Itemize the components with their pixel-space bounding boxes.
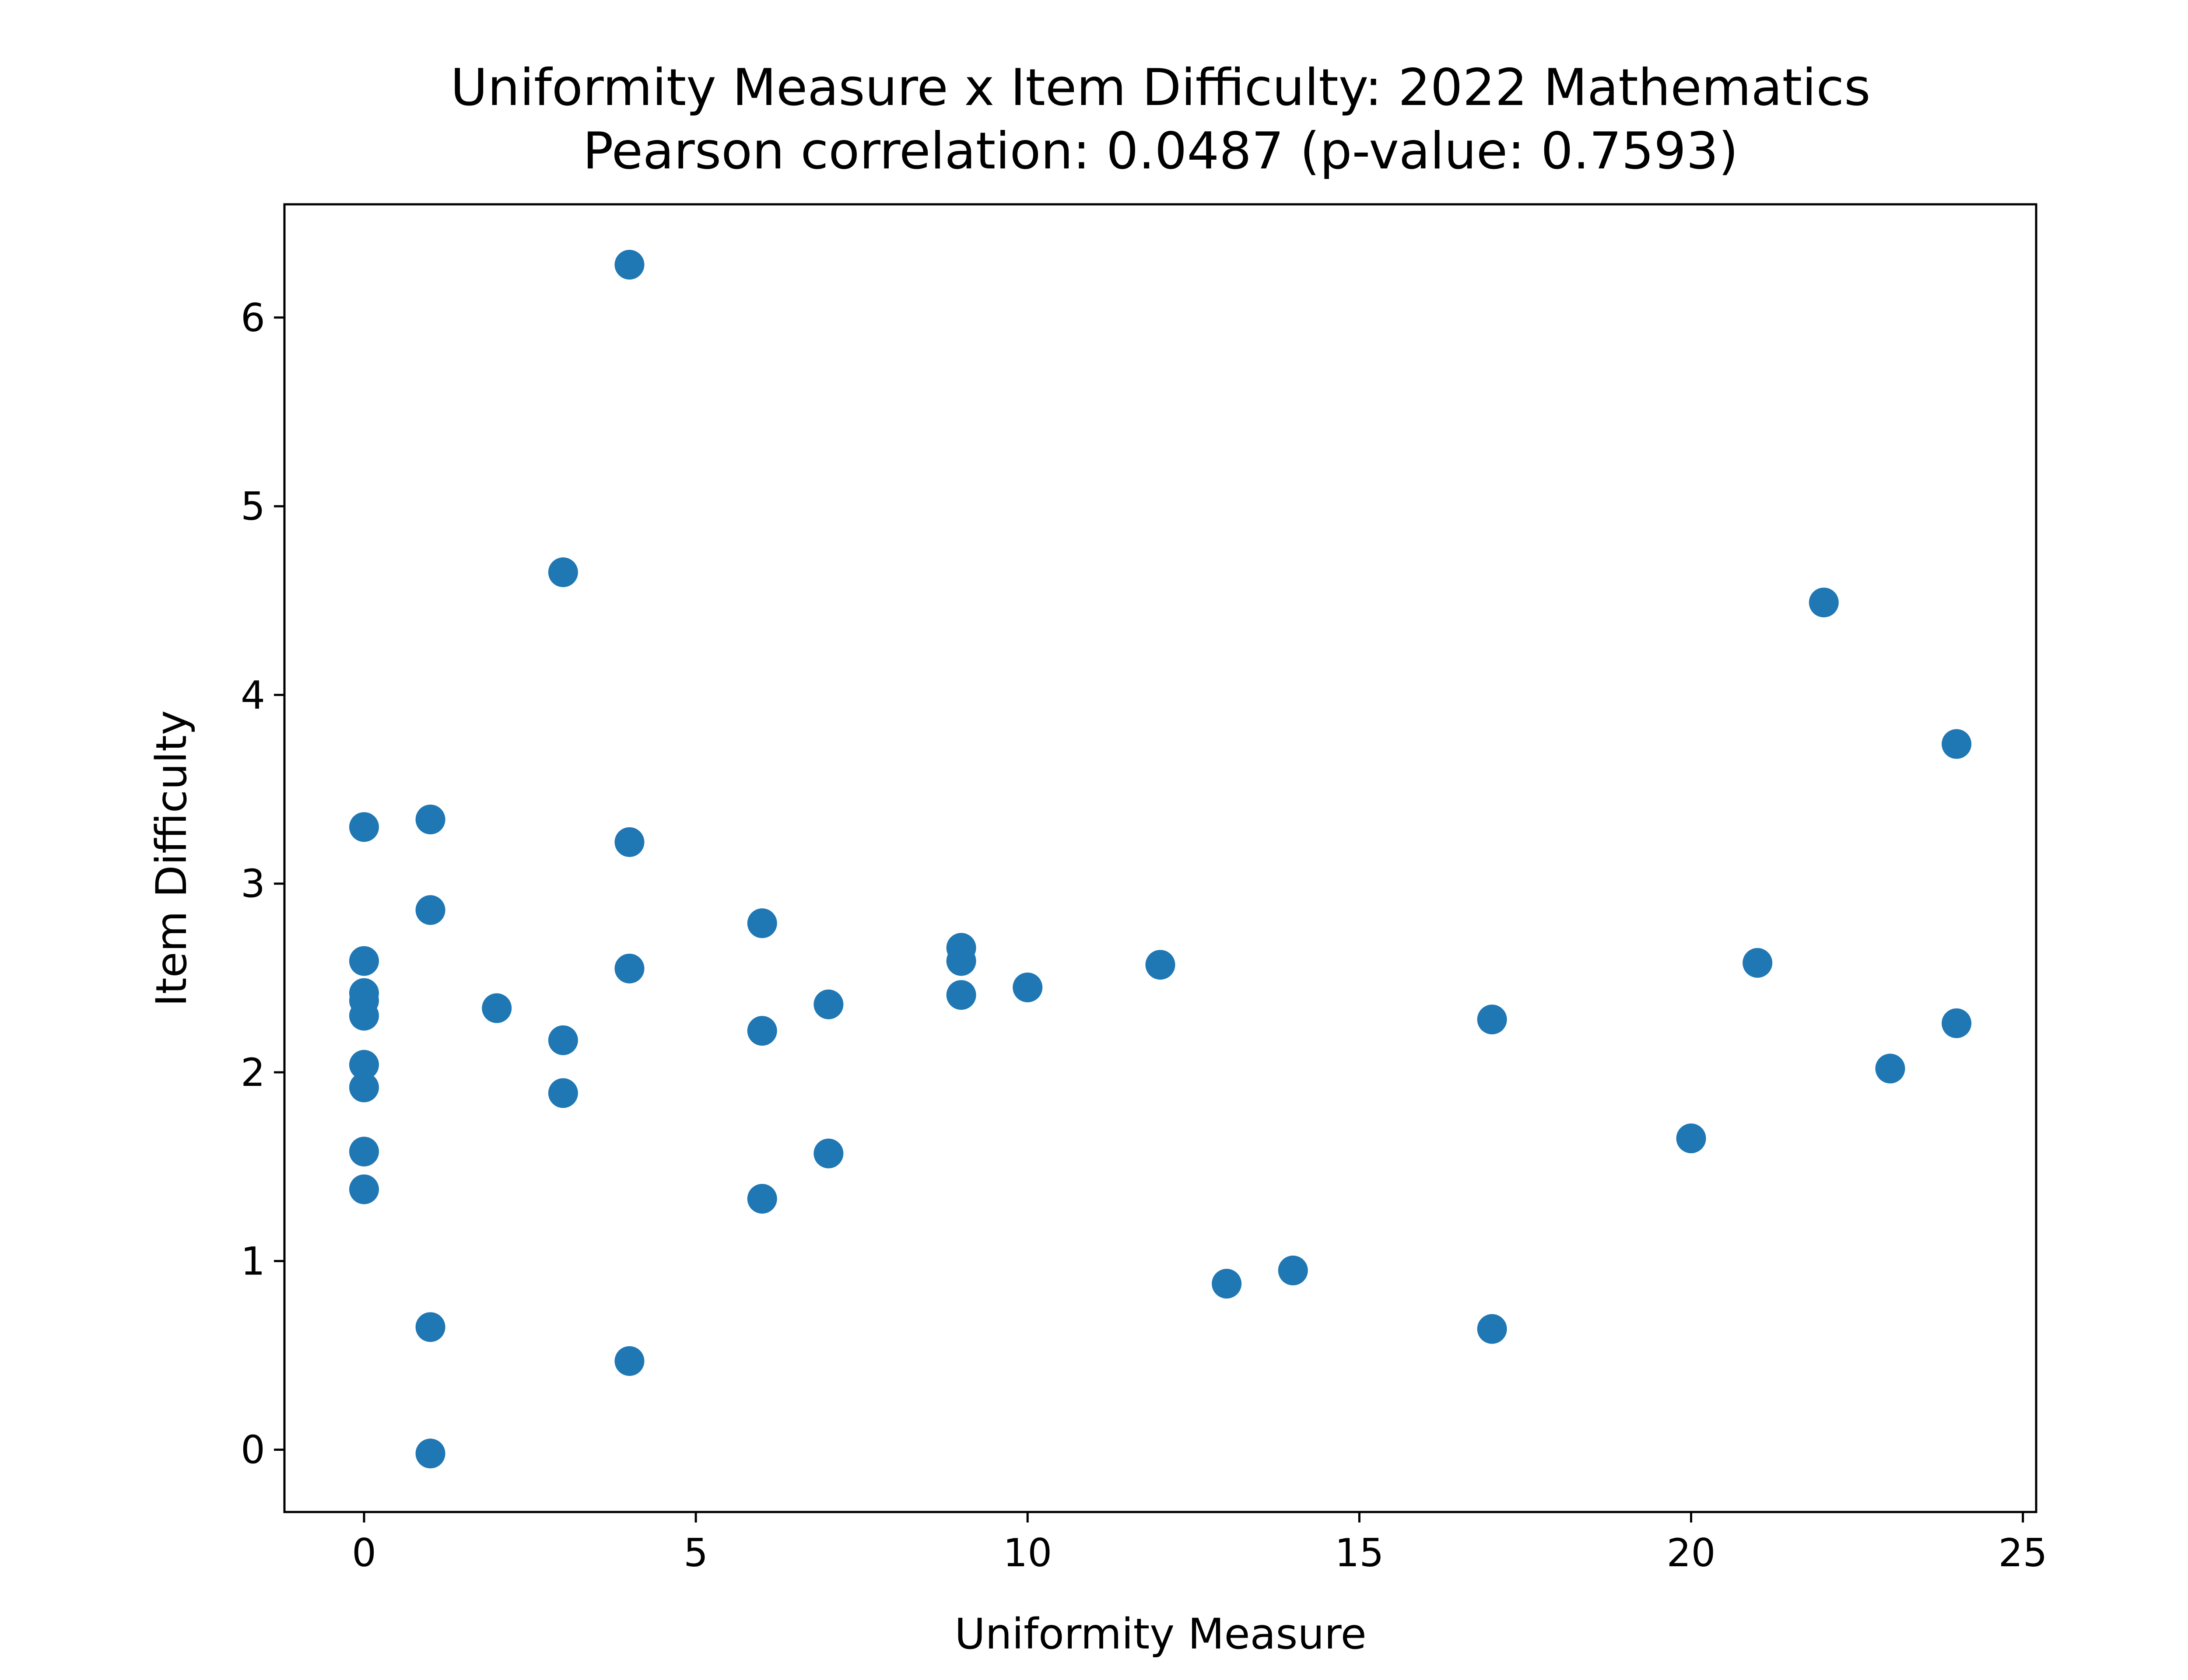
data-point-30 (1145, 950, 1175, 980)
data-point-0 (349, 812, 379, 842)
data-point-20 (614, 1346, 645, 1376)
data-point-39 (1942, 729, 1972, 759)
y-tick-label-6: 6 (241, 295, 265, 340)
data-point-13 (482, 993, 512, 1023)
x-tick-label-5: 5 (684, 1530, 708, 1575)
data-point-18 (614, 827, 645, 857)
data-point-14 (548, 557, 578, 588)
y-tick-label-0: 0 (241, 1428, 265, 1473)
data-point-11 (415, 1312, 445, 1342)
data-point-40 (1942, 1008, 1972, 1038)
data-point-4 (349, 1001, 379, 1031)
y-tick-label-4: 4 (241, 672, 265, 718)
x-axis-label: Uniformity Measure (954, 1610, 1366, 1659)
data-point-15 (548, 1025, 578, 1055)
data-point-24 (813, 989, 844, 1019)
data-point-37 (1809, 588, 1839, 618)
data-point-25 (813, 1138, 844, 1169)
chart-subtitle: Pearson correlation: 0.0487 (p-value: 0.… (583, 122, 1738, 181)
data-point-27 (946, 946, 976, 976)
x-axis-ticks: 0 5 10 15 20 25 (352, 1512, 2048, 1575)
x-tick-label-10: 10 (1003, 1530, 1052, 1575)
data-point-7 (349, 1137, 379, 1167)
chart-title: Uniformity Measure x Item Difficulty: 20… (450, 58, 1870, 117)
data-point-10 (415, 895, 445, 925)
data-point-33 (1477, 1004, 1507, 1035)
x-tick-label-0: 0 (352, 1530, 376, 1575)
y-axis-ticks: 0 1 2 3 4 5 6 (241, 295, 284, 1473)
data-point-6 (349, 1072, 379, 1102)
data-point-21 (747, 908, 777, 938)
data-point-28 (946, 980, 976, 1010)
data-point-34 (1477, 1314, 1507, 1344)
data-point-31 (1212, 1269, 1242, 1299)
plot-area-frame (283, 203, 2037, 1513)
data-point-36 (1743, 948, 1773, 978)
data-point-35 (1676, 1124, 1706, 1153)
y-tick-label-3: 3 (241, 861, 265, 906)
data-points (349, 250, 1972, 1469)
data-point-17 (614, 250, 645, 280)
data-point-38 (1875, 1054, 1905, 1084)
y-tick-label-5: 5 (241, 484, 265, 529)
data-point-8 (349, 1174, 379, 1204)
x-tick-label-20: 20 (1667, 1530, 1716, 1575)
data-point-5 (349, 1050, 379, 1080)
data-point-19 (614, 953, 645, 984)
data-point-29 (1013, 972, 1043, 1002)
data-point-9 (415, 805, 445, 835)
data-point-22 (747, 1016, 777, 1046)
data-point-32 (1278, 1255, 1308, 1285)
data-point-1 (349, 946, 379, 976)
y-tick-label-1: 1 (241, 1239, 265, 1284)
data-point-23 (747, 1184, 777, 1214)
y-tick-label-2: 2 (241, 1050, 265, 1095)
x-tick-label-25: 25 (1999, 1530, 2048, 1575)
y-axis-label: Item Difficulty (147, 710, 196, 1006)
data-point-12 (415, 1438, 445, 1469)
x-tick-label-15: 15 (1335, 1530, 1384, 1575)
data-point-16 (548, 1078, 578, 1108)
